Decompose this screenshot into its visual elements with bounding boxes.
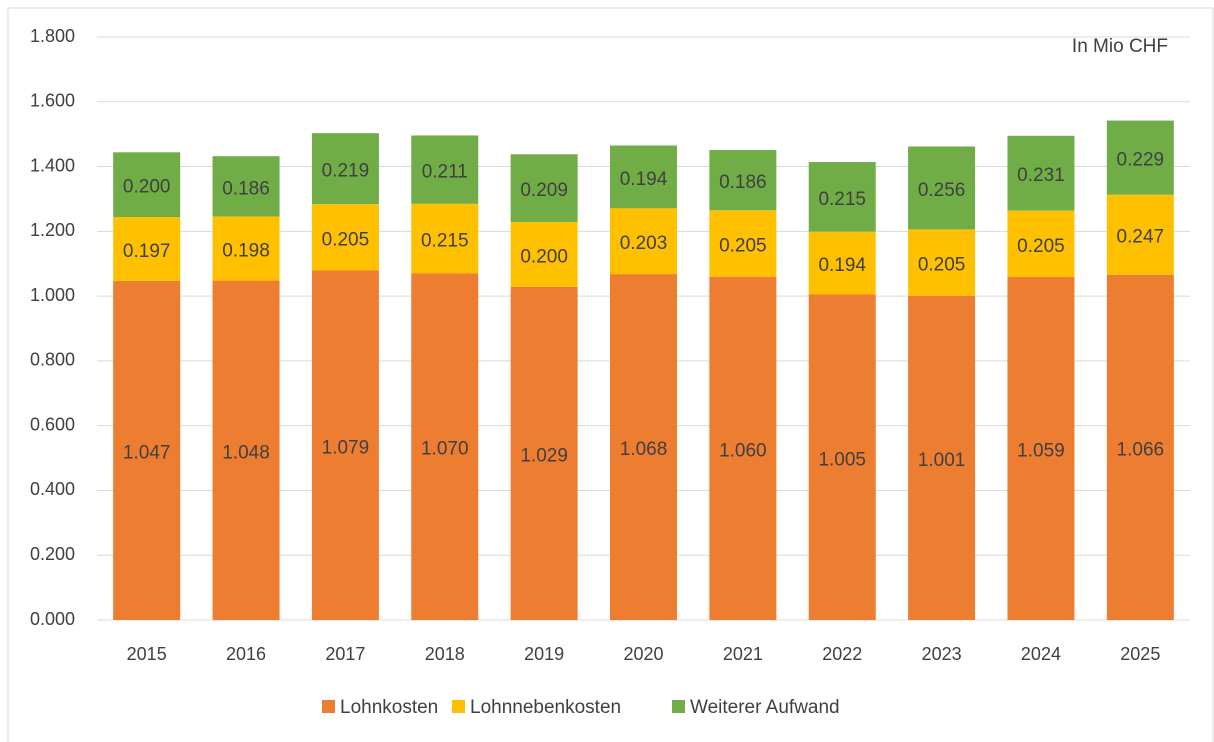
x-tick-label: 2025 (1120, 644, 1160, 664)
data-label: 0.198 (222, 241, 270, 262)
data-label: 0.211 (422, 162, 468, 183)
x-tick-label: 2024 (1021, 644, 1061, 664)
y-tick-label: 1.800 (30, 26, 75, 46)
bar-segment (908, 146, 976, 230)
bar-segment (411, 203, 479, 274)
bar-segment (113, 217, 181, 281)
bar-segment (1007, 277, 1075, 620)
bar-segment (113, 280, 181, 620)
annotation: In Mio CHF (1072, 36, 1168, 57)
data-label: 0.203 (620, 233, 668, 254)
data-label: 0.194 (818, 255, 866, 276)
bar-segment (113, 152, 181, 218)
bar-segment (709, 210, 777, 277)
bar-segment (709, 276, 777, 620)
x-tick-label: 2020 (623, 644, 663, 664)
bar-segment (1007, 135, 1075, 211)
data-label: 0.200 (123, 177, 171, 198)
x-tick-label: 2019 (524, 644, 564, 664)
y-tick-label: 0.800 (30, 350, 75, 370)
bar-segment (212, 216, 280, 281)
data-label: 0.215 (421, 231, 469, 252)
data-label: 1.068 (620, 439, 668, 460)
chart-frame (7, 7, 1214, 742)
legend-swatch (672, 700, 685, 713)
bar-segment (1106, 274, 1174, 620)
legend-label: Weiterer Aufwand (690, 697, 840, 718)
data-label: 0.200 (520, 246, 568, 267)
legend-swatch (322, 700, 335, 713)
data-label: 0.205 (1017, 236, 1065, 257)
data-label: 0.197 (123, 241, 171, 262)
bar-segment (510, 286, 578, 620)
data-label: 1.060 (719, 440, 767, 461)
data-label: 1.070 (421, 439, 469, 460)
bar-segment (908, 229, 976, 296)
data-label: 0.186 (719, 172, 767, 193)
bar-segment (610, 145, 677, 209)
x-tick-label: 2021 (723, 644, 763, 664)
bar-segment (510, 221, 578, 287)
bar-segment (510, 154, 578, 222)
bar-segment (1106, 194, 1174, 275)
y-tick-label: 0.600 (30, 414, 75, 434)
y-tick-label: 1.200 (30, 220, 75, 240)
y-tick-label: 1.600 (30, 91, 75, 111)
x-tick-label: 2022 (822, 644, 862, 664)
data-label: 0.247 (1117, 227, 1165, 248)
x-tick-label: 2018 (425, 644, 465, 664)
bar-segment (808, 294, 876, 620)
bar-segment (212, 280, 280, 620)
data-label: 1.047 (123, 442, 171, 463)
data-label: 1.001 (918, 450, 966, 471)
data-label: 0.205 (322, 229, 370, 250)
bar-segment (610, 274, 677, 620)
data-label: 1.029 (520, 445, 568, 466)
y-tick-label: 1.000 (30, 285, 75, 305)
y-tick-label: 1.400 (30, 155, 75, 175)
data-label: 1.079 (322, 437, 370, 458)
data-label: 1.005 (818, 449, 866, 470)
bar-segment (908, 295, 976, 620)
data-label: 0.186 (222, 178, 270, 199)
data-label: 1.059 (1017, 441, 1065, 462)
data-label: 0.205 (918, 255, 966, 276)
y-tick-label: 0.200 (30, 544, 75, 564)
bar-segment (411, 273, 479, 620)
bar-segment (311, 133, 379, 205)
data-label: 0.215 (818, 189, 866, 210)
legend-swatch (452, 700, 465, 713)
x-tick-label: 2023 (922, 644, 962, 664)
data-label: 0.256 (918, 180, 966, 201)
x-tick-label: 2016 (226, 644, 266, 664)
bar-segment (311, 270, 379, 620)
y-tick-label: 0.400 (30, 479, 75, 499)
data-label: 1.066 (1117, 439, 1165, 460)
data-label: 0.229 (1117, 150, 1165, 171)
data-label: 0.219 (322, 161, 370, 182)
bar-segment (1007, 210, 1075, 278)
data-label: 1.048 (222, 442, 270, 463)
bar-segment (1106, 120, 1174, 195)
x-tick-label: 2015 (127, 644, 167, 664)
bar-segment (411, 135, 479, 204)
data-label: 0.209 (520, 180, 568, 201)
bar-segment (610, 208, 677, 275)
y-tick-label: 0.000 (30, 609, 75, 629)
data-label: 0.231 (1017, 165, 1065, 186)
bar-segment (808, 231, 876, 295)
legend-label: Lohnnebenkosten (470, 697, 621, 718)
bar-segment (709, 150, 777, 211)
bar-segment (212, 156, 280, 217)
bar-segment (808, 162, 876, 232)
data-label: 0.194 (620, 169, 668, 190)
legend-label: Lohnkosten (340, 697, 438, 718)
data-label: 0.205 (719, 235, 767, 256)
x-tick-label: 2017 (325, 644, 365, 664)
bar-segment (311, 204, 379, 271)
